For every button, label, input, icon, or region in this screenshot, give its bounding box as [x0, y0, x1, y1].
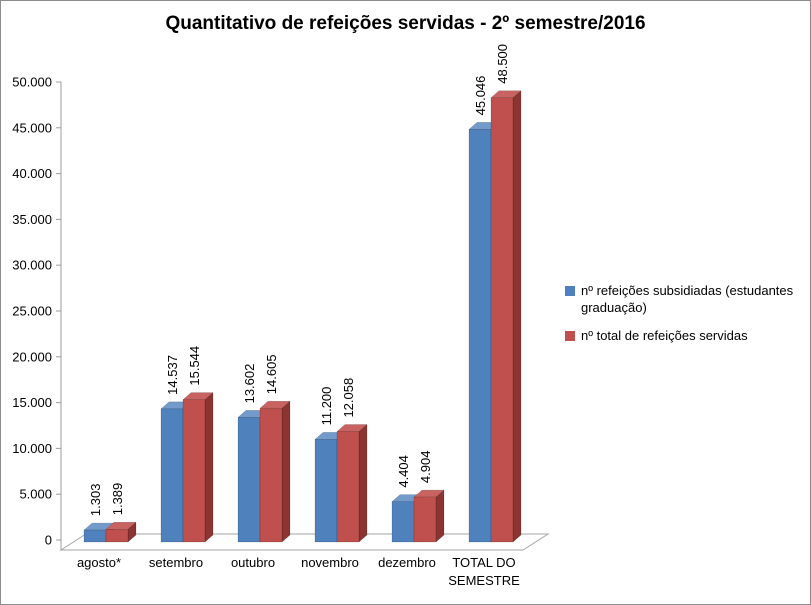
bar-value-label-s1-c4: 4.904 — [418, 451, 433, 484]
bar-value-label-s0-c0: 1.303 — [88, 484, 103, 517]
bar-value-label-s0-c3: 11.200 — [319, 387, 334, 426]
y-axis-tick-label: 0 — [45, 533, 52, 548]
legend-swatch-subsidiadas-icon — [565, 286, 575, 296]
y-axis-tick-label: 30.000 — [12, 258, 52, 273]
y-axis-tick-label: 40.000 — [12, 166, 52, 181]
x-axis-category-label-c5: TOTAL DO — [452, 555, 515, 570]
bar-side-s1-c2 — [281, 400, 291, 543]
bar-side-s1-c1 — [204, 392, 214, 543]
bar-s0-c2 — [237, 417, 261, 543]
x-axis-category-label-c3: novembro — [301, 555, 359, 570]
bar-s0-c4 — [391, 501, 415, 543]
y-axis-tick-label: 50.000 — [12, 75, 52, 90]
x-axis-category-label-c5: SEMESTRE — [448, 573, 520, 588]
bar-value-label-s0-c5: 45.046 — [473, 76, 488, 116]
bar-s1-c0 — [105, 529, 129, 543]
bar-value-label-s0-c4: 4.404 — [396, 455, 411, 488]
legend-label-subsidiadas: nº refeições subsidiadas (estudantes grad… — [581, 283, 794, 315]
legend-item-subsidiadas: nº refeições subsidiadas (estudantes grad… — [565, 283, 807, 317]
legend-swatch-total-icon — [565, 330, 575, 341]
y-axis-tick-label: 15.000 — [12, 395, 52, 410]
y-axis-tick-label: 5.000 — [19, 487, 52, 502]
x-axis-category-label-c1: setembro — [149, 555, 203, 570]
x-axis-category-label-c2: outubro — [231, 555, 275, 570]
legend-label-total: nº total de refeições servidas — [581, 327, 748, 343]
legend-item-total: nº total de refeições servidas — [565, 328, 807, 345]
bar-s1-c3 — [336, 431, 360, 543]
y-axis-tick-label: 25.000 — [12, 304, 52, 319]
bar-value-label-s1-c3: 12.058 — [341, 378, 356, 418]
bar-value-label-s0-c2: 13.602 — [242, 364, 257, 404]
bar-s0-c0 — [83, 529, 107, 543]
bar-s0-c3 — [314, 439, 338, 543]
y-axis-tick-label: 35.000 — [12, 212, 52, 227]
bar-value-label-s1-c0: 1.389 — [110, 483, 125, 516]
bar-s1-c1 — [182, 399, 206, 543]
y-axis-tick-label: 20.000 — [12, 349, 52, 364]
bar-side-s1-c4 — [435, 489, 445, 543]
bar-value-label-s1-c1: 15.544 — [187, 346, 202, 386]
bar-value-label-s0-c1: 14.537 — [165, 355, 180, 395]
y-axis-tick-label: 45.000 — [12, 120, 52, 135]
bar-side-s1-c5 — [512, 90, 522, 543]
y-axis-tick-label: 10.000 — [12, 441, 52, 456]
bar-s0-c1 — [160, 408, 184, 543]
bar-value-label-s1-c5: 48.500 — [495, 44, 510, 84]
chart-title: Quantitativo de refeições servidas - 2º … — [165, 13, 646, 34]
x-axis-category-label-c0: agosto* — [77, 555, 121, 570]
x-axis-category-label-c4: dezembro — [378, 555, 436, 570]
bar-s1-c2 — [259, 407, 283, 543]
legend: nº refeições subsidiadas (estudantes grad… — [565, 283, 807, 356]
bar-side-s1-c3 — [358, 423, 368, 543]
bar-s0-c5 — [468, 129, 492, 543]
bar-s1-c4 — [413, 496, 437, 543]
bar-s1-c5 — [490, 97, 514, 543]
bar-value-label-s1-c2: 14.605 — [264, 354, 279, 394]
